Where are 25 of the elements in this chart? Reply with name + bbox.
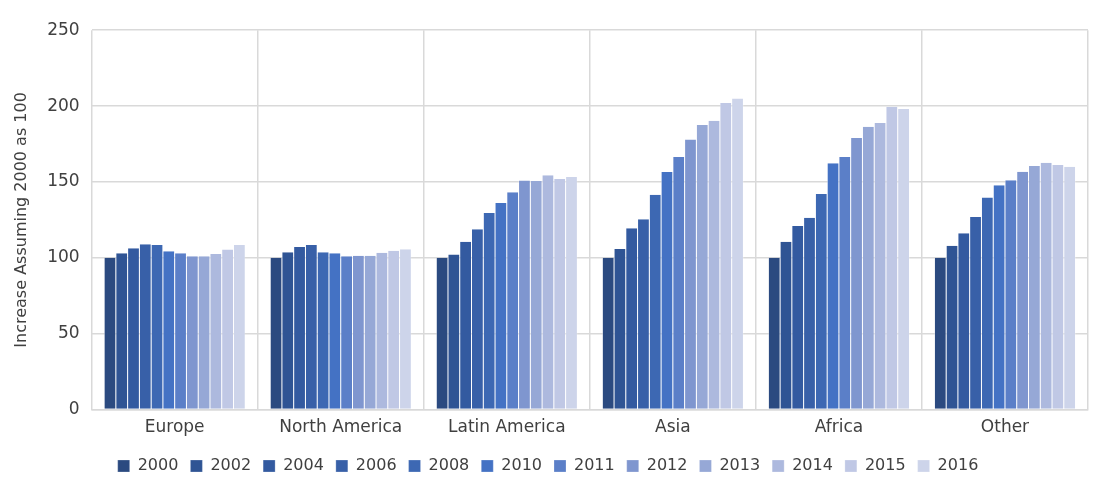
y-tick-label: 100 [47,246,80,267]
legend-label: 2000 [137,455,179,475]
legend-label: 2008 [428,455,470,475]
y-tick-label: 250 [47,18,80,39]
legend-label: 2016 [937,455,979,475]
legend-label: 2004 [283,455,324,475]
x-tick-label: Other [980,416,1030,437]
y-axis-title: Increase Assuming 2000 as 100 [10,92,30,348]
y-tick-label: 0 [68,398,80,419]
x-tick-label: Asia [655,416,691,437]
legend-label: 2006 [355,455,397,475]
y-tick-label: 50 [58,322,80,343]
x-tick-label: Latin America [448,416,566,437]
y-tick-label: 150 [47,170,80,191]
legend-label: 2002 [210,455,252,475]
legend-label: 2014 [792,455,833,475]
x-tick-label: Europe [144,416,205,437]
legend-label: 2011 [574,455,615,475]
legend-label: 2010 [501,455,542,475]
legend-label: 2012 [646,455,688,475]
x-tick-label: Africa [814,416,864,437]
legend-label: 2013 [719,455,761,475]
y-tick-label: 200 [47,94,80,115]
x-tick-label: North America [279,416,403,437]
legend-label: 2015 [864,455,906,475]
